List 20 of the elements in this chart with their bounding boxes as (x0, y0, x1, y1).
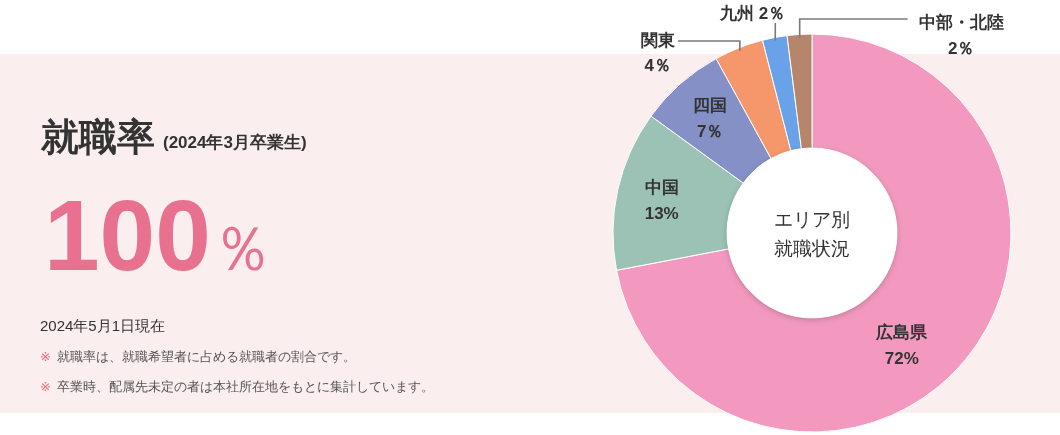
slice-label: 広島県 (875, 322, 929, 342)
data-label: 13% (644, 203, 679, 223)
text: (2024年3月卒業生) (163, 133, 307, 152)
slice-label: 中部・北陸 (918, 12, 1004, 32)
data-label: 2％ (758, 3, 786, 23)
slice-label: 関東 (640, 30, 676, 50)
data-label: 72% (884, 348, 919, 368)
donut-slice (616, 33, 1012, 433)
text: 100％ (44, 179, 273, 291)
slice-label: 九州 (719, 3, 759, 23)
data-label: 7％ (696, 121, 724, 141)
slice-label: 中国 (644, 177, 679, 197)
data-label: 4％ (644, 55, 672, 75)
text: ※ 卒業時、配属先未定の者は本社所在地をもとに集計しています。 (40, 379, 434, 394)
slice-label: 四国 (693, 95, 728, 115)
data-label: 2％ (947, 38, 975, 58)
text: エリア別就職状況 (774, 208, 850, 258)
text: 2024年5月1日現在 (40, 317, 166, 334)
text: ※ 就職率は、就職希望者に占める就職者の割合です。 (40, 349, 356, 364)
text: 就職率 (40, 116, 155, 158)
